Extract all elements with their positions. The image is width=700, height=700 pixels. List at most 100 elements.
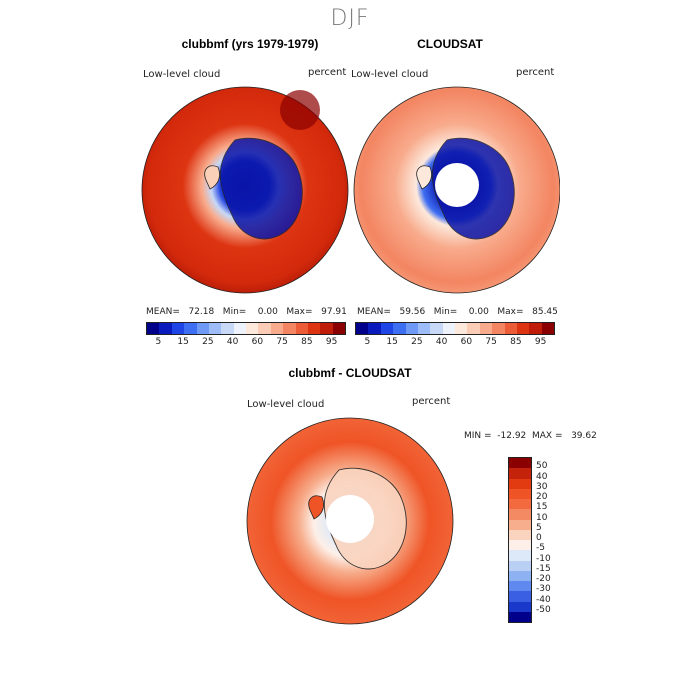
panel-model-units-label: percent — [308, 67, 347, 78]
colorbar-swatch — [393, 323, 406, 334]
colorbar-tick-label: 30 — [536, 481, 548, 492]
colorbar-swatch — [270, 323, 284, 334]
colorbar-tick-label: 40 — [435, 337, 448, 347]
colorbar-model-ticks: 5 15 25 40 60 75 85 95 — [142, 337, 352, 349]
colorbar-swatch — [509, 509, 531, 520]
colorbar-swatch — [479, 323, 493, 334]
peninsula-model — [204, 165, 220, 190]
panel-obs-stats: MEAN= 59.56 Min= 0.00 Max= 85.45 — [357, 307, 558, 317]
panel-diff-units-label: percent — [412, 396, 451, 407]
colorbar-swatch — [492, 323, 505, 334]
colorbar-swatch — [147, 323, 160, 334]
colorbar-tick-label: 60 — [460, 337, 473, 347]
colorbar-swatch — [221, 323, 234, 334]
colorbar-swatch — [541, 323, 554, 334]
colorbar-swatch — [196, 323, 209, 334]
page-title: DJF — [330, 6, 370, 31]
panel-model-field-label: Low-level cloud — [143, 69, 221, 80]
colorbar-swatch — [405, 323, 418, 334]
colorbar-swatch — [368, 323, 381, 334]
colorbar-swatch — [509, 529, 531, 540]
colorbar-swatch — [295, 323, 308, 334]
panel-diff-stats: MIN = -12.92 MAX = 39.62 — [464, 431, 597, 441]
colorbar-swatch — [417, 323, 431, 334]
colorbar-swatch — [509, 519, 531, 530]
colorbar-swatch — [208, 323, 222, 334]
pole-hole-obs — [435, 163, 479, 207]
map-model — [141, 86, 349, 294]
panel-title-model: clubbmf (yrs 1979-1979) — [181, 37, 319, 51]
colorbar-swatch — [184, 323, 197, 334]
colorbar-swatch — [509, 550, 531, 561]
colorbar-swatch — [442, 323, 455, 334]
colorbar-tick-label: 5 — [155, 337, 162, 347]
colorbar-swatch — [380, 323, 394, 334]
panel-obs-units-label: percent — [516, 67, 555, 78]
colorbar-swatch — [307, 323, 321, 334]
colorbar-tick-label: 50 — [536, 461, 548, 472]
panel-diff-field-label: Low-level cloud — [247, 399, 325, 410]
colorbar-tick-label: 15 — [177, 337, 189, 347]
map-diff — [246, 417, 454, 625]
colorbar-swatch — [509, 560, 531, 571]
colorbar-swatch — [455, 323, 468, 334]
colorbar-tick-label: -5 — [536, 543, 545, 554]
colorbar-tick-label: 5 — [364, 337, 371, 347]
colorbar-swatch — [509, 581, 531, 592]
colorbar-tick-label: 75 — [276, 337, 288, 347]
colorbar-tick-label: -20 — [536, 574, 551, 584]
colorbar-tick-label: 10 — [536, 512, 548, 523]
colorbar-tick-label: 25 — [411, 337, 423, 347]
colorbar-tick-label: 95 — [325, 337, 338, 347]
colorbar-diff-ticks: 50 40 30 20 15 10 5 0 -5 -10 -15 -20 -30 -40 -50 — [536, 457, 576, 621]
antarctica-coast-model — [219, 137, 303, 240]
panel-title-diff: clubbmf - CLOUDSAT — [288, 366, 412, 380]
colorbar-tick-label: 25 — [202, 337, 214, 347]
colorbar-swatch — [509, 458, 531, 469]
colorbar-tick-label: 75 — [485, 337, 497, 347]
colorbar-model — [146, 322, 346, 335]
colorbar-swatch — [504, 323, 517, 334]
panel-title-obs: CLOUDSAT — [417, 37, 483, 51]
colorbar-swatch — [509, 499, 531, 510]
colorbar-swatch — [258, 323, 271, 334]
colorbar-swatch — [516, 323, 530, 334]
colorbar-tick-label: 15 — [536, 502, 548, 513]
colorbar-swatch — [509, 591, 531, 602]
panel-obs-field-label: Low-level cloud — [351, 69, 429, 80]
colorbar-swatch — [159, 323, 172, 334]
colorbar-swatch — [233, 323, 246, 334]
colorbar-swatch — [467, 323, 480, 334]
colorbar-swatch — [509, 570, 531, 581]
colorbar-tick-label: 85 — [301, 337, 313, 347]
colorbar-swatch — [356, 323, 369, 334]
colorbar-tick-label: -30 — [536, 584, 551, 595]
colorbar-swatch — [509, 540, 531, 551]
colorbar-swatch — [509, 468, 531, 479]
colorbar-swatch — [509, 611, 531, 622]
colorbar-tick-label: -10 — [536, 553, 551, 564]
colorbar-tick-label: -40 — [536, 594, 551, 605]
colorbar-swatch — [509, 601, 531, 612]
colorbar-swatch — [509, 478, 531, 489]
panel-model-stats: MEAN= 72.18 Min= 0.00 Max= 97.91 — [146, 307, 347, 317]
colorbar-swatch — [171, 323, 185, 334]
colorbar-tick-label: -15 — [536, 563, 551, 574]
colorbar-obs-ticks: 5 15 25 40 60 75 85 95 — [351, 337, 561, 349]
colorbar-tick-label: 15 — [386, 337, 398, 347]
colorbar-tick-label: 60 — [251, 337, 264, 347]
colorbar-tick-label: 20 — [536, 492, 548, 502]
top-maps — [141, 86, 560, 294]
colorbar-swatch — [430, 323, 443, 334]
colorbar-swatch — [509, 488, 531, 499]
colorbar-tick-label: 40 — [536, 471, 548, 482]
colorbar-tick-label: 85 — [510, 337, 522, 347]
colorbar-tick-label: 95 — [534, 337, 547, 347]
map-obs — [353, 86, 560, 294]
colorbar-obs — [355, 322, 555, 335]
colorbar-swatch — [246, 323, 259, 334]
colorbar-diff — [508, 457, 532, 623]
colorbar-swatch — [332, 323, 345, 334]
colorbar-tick-label: 0 — [536, 533, 542, 543]
colorbar-tick-label: 40 — [226, 337, 239, 347]
